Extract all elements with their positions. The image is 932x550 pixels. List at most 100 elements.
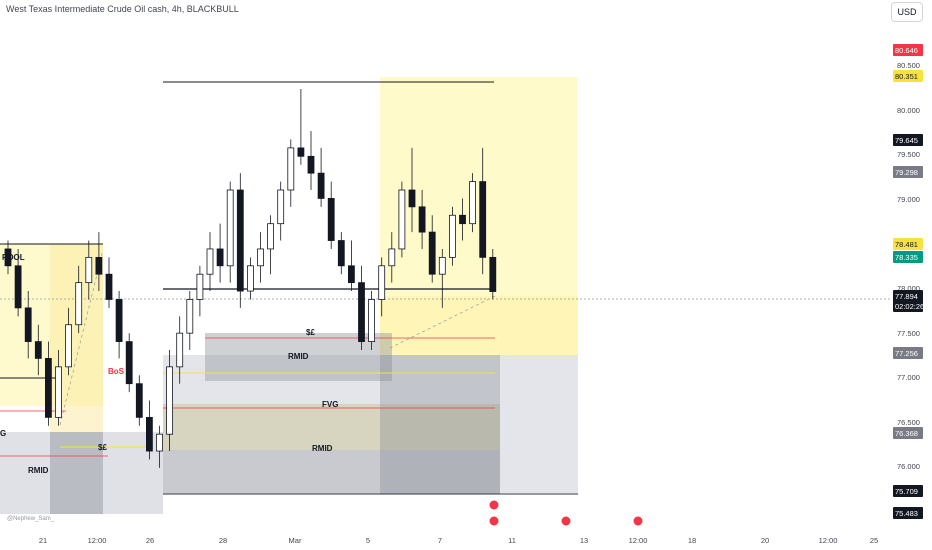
candle-body bbox=[277, 189, 285, 225]
price-label-box bbox=[893, 300, 923, 312]
time-tick-label: 13 bbox=[580, 536, 588, 545]
price-tick-label: 76.000 bbox=[897, 462, 920, 471]
time-tick-label: Mar bbox=[289, 536, 302, 545]
candle-body bbox=[45, 358, 52, 418]
price-tick-label: 78.000 bbox=[897, 284, 920, 293]
candle-body bbox=[125, 341, 133, 385]
event-flag-icon bbox=[488, 515, 500, 527]
candle-body bbox=[14, 265, 22, 309]
candle-body bbox=[489, 256, 497, 292]
price-tick-label: 80.000 bbox=[897, 106, 920, 115]
candle-body bbox=[55, 366, 62, 418]
annotation-label: FVG bbox=[322, 400, 338, 409]
price-label-text: 02:02:26 bbox=[895, 302, 924, 311]
price-label-text: 78.335 bbox=[895, 253, 918, 262]
price-tick-label: 80.500 bbox=[897, 61, 920, 70]
event-flag-icon bbox=[632, 515, 644, 527]
annotation-label: G bbox=[0, 429, 6, 438]
time-tick-label: 12:00 bbox=[629, 536, 648, 545]
annotation-label: RMID bbox=[288, 352, 309, 361]
time-tick-label: 21 bbox=[39, 536, 47, 545]
candle-body bbox=[236, 189, 244, 292]
annotation-label: RMID bbox=[312, 444, 333, 453]
discount-zone-left-inner bbox=[50, 432, 103, 514]
price-tick-label: 79.500 bbox=[897, 150, 920, 159]
candle-body bbox=[337, 240, 345, 267]
price-label-box bbox=[893, 485, 923, 497]
candle-body bbox=[145, 416, 153, 452]
price-tick-label: 79.000 bbox=[897, 195, 920, 204]
annotation-label: POOL bbox=[2, 253, 25, 262]
price-label-text: 76.368 bbox=[895, 429, 918, 438]
time-tick-label: 12:00 bbox=[819, 536, 838, 545]
time-tick-label: 7 bbox=[438, 536, 442, 545]
diagonal-dash-right bbox=[389, 295, 496, 349]
candle-body bbox=[388, 248, 396, 267]
candle-body bbox=[327, 198, 335, 241]
price-label-box bbox=[893, 290, 923, 302]
price-label-box bbox=[893, 251, 923, 263]
candle-body bbox=[34, 341, 42, 359]
candle-body bbox=[226, 189, 234, 267]
price-label-box bbox=[893, 134, 923, 146]
candle-body bbox=[176, 332, 184, 368]
price-tick-label: 76.500 bbox=[897, 418, 920, 427]
annotation-label: BoS bbox=[108, 367, 125, 376]
premium-zone-right-lower bbox=[380, 296, 578, 355]
candle-body bbox=[368, 299, 376, 342]
price-label-text: 80.646 bbox=[895, 46, 918, 55]
price-label-box bbox=[893, 166, 923, 178]
time-tick-label: 5 bbox=[366, 536, 370, 545]
price-tick-label: 77.000 bbox=[897, 373, 920, 382]
candle-body bbox=[408, 189, 416, 208]
time-tick-label: 28 bbox=[219, 536, 227, 545]
price-tick-label: 77.500 bbox=[897, 329, 920, 338]
event-flag-icon bbox=[560, 515, 572, 527]
price-label-box bbox=[893, 347, 923, 359]
event-flag-icon bbox=[488, 499, 500, 511]
price-label-box bbox=[893, 507, 923, 519]
price-label-text: 77.894 bbox=[895, 292, 918, 301]
candle-body bbox=[358, 282, 365, 342]
candle-body bbox=[448, 214, 456, 258]
discount-zone-right bbox=[163, 355, 578, 495]
fvg-zone bbox=[163, 404, 500, 450]
candle-body bbox=[166, 366, 174, 435]
candle-body bbox=[95, 256, 103, 275]
candle-body bbox=[398, 189, 406, 250]
candle-body bbox=[418, 206, 426, 233]
annotation-label: $£ bbox=[98, 443, 107, 452]
price-label-text: 79.645 bbox=[895, 136, 918, 145]
candle-body bbox=[85, 256, 93, 284]
candle-body bbox=[115, 299, 123, 342]
time-tick-label: 20 bbox=[761, 536, 769, 545]
time-tick-label: 18 bbox=[688, 536, 696, 545]
price-label-box bbox=[893, 44, 923, 56]
candle-body bbox=[196, 273, 204, 300]
candle-body bbox=[347, 265, 355, 284]
diagonal-dash-left bbox=[59, 249, 104, 426]
price-label-text: 78.481 bbox=[895, 240, 918, 249]
currency-button[interactable]: USD bbox=[891, 2, 923, 22]
overlap-zone bbox=[380, 355, 500, 494]
candle-body bbox=[287, 147, 295, 191]
candle-body bbox=[135, 383, 143, 418]
candle-body bbox=[469, 181, 477, 225]
price-label-text: 80.351 bbox=[895, 72, 918, 81]
candle-body bbox=[216, 248, 224, 267]
candle-body bbox=[156, 433, 163, 452]
time-tick-label: 11 bbox=[508, 536, 516, 545]
time-tick-label: 12:00 bbox=[88, 536, 107, 545]
candle-body bbox=[428, 231, 436, 275]
time-tick-label: 25 bbox=[870, 536, 878, 545]
author-credit: @Nephew_Sam_ bbox=[7, 516, 55, 522]
candle-body bbox=[459, 214, 466, 225]
price-label-text: 75.483 bbox=[895, 509, 918, 518]
candle-body bbox=[206, 248, 214, 275]
candle-body bbox=[246, 265, 254, 292]
price-label-text: 79.298 bbox=[895, 168, 918, 177]
candle-body bbox=[4, 248, 12, 267]
annotation-label: $£ bbox=[306, 328, 315, 337]
